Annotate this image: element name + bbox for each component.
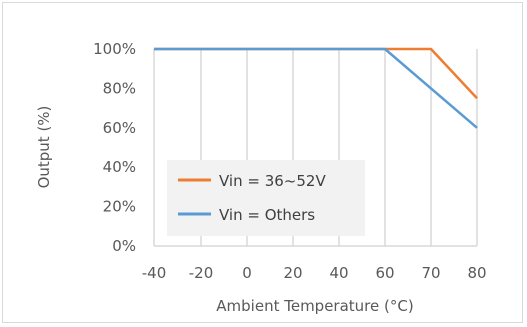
y-tick-label: 60%: [103, 119, 136, 137]
series-lines: [154, 47, 478, 129]
y-axis-title: Output (%): [35, 106, 53, 189]
x-axis-title: Ambient Temperature (°C): [216, 297, 413, 315]
x-tick-label: 20: [283, 264, 302, 282]
y-tick-label: 80%: [103, 79, 136, 97]
series-line-1: [154, 47, 478, 100]
y-tick-label: 40%: [103, 158, 136, 176]
legend-label-series-1: Vin = 36~52V: [219, 172, 326, 190]
legend: Vin = 36~52V Vin = Others: [167, 160, 365, 236]
y-tick-label: 100%: [93, 40, 136, 58]
x-tick-labels: -40 -20 0 20 40 60 70 80: [142, 264, 487, 282]
x-tick-label: -20: [189, 264, 214, 282]
x-tick-label: 80: [467, 264, 486, 282]
y-tick-label: 20%: [103, 198, 136, 216]
legend-box: [167, 160, 365, 236]
series-line-2: [154, 47, 478, 129]
legend-label-series-2: Vin = Others: [219, 206, 315, 224]
y-tick-label: 0%: [112, 237, 136, 255]
x-tick-label: 40: [329, 264, 348, 282]
x-tick-label: -40: [142, 264, 167, 282]
x-tick-label: 60: [375, 264, 394, 282]
x-tick-label: 0: [242, 264, 252, 282]
x-tick-label: 70: [421, 264, 440, 282]
y-tick-labels: 0% 20% 40% 60% 80% 100%: [93, 40, 136, 255]
